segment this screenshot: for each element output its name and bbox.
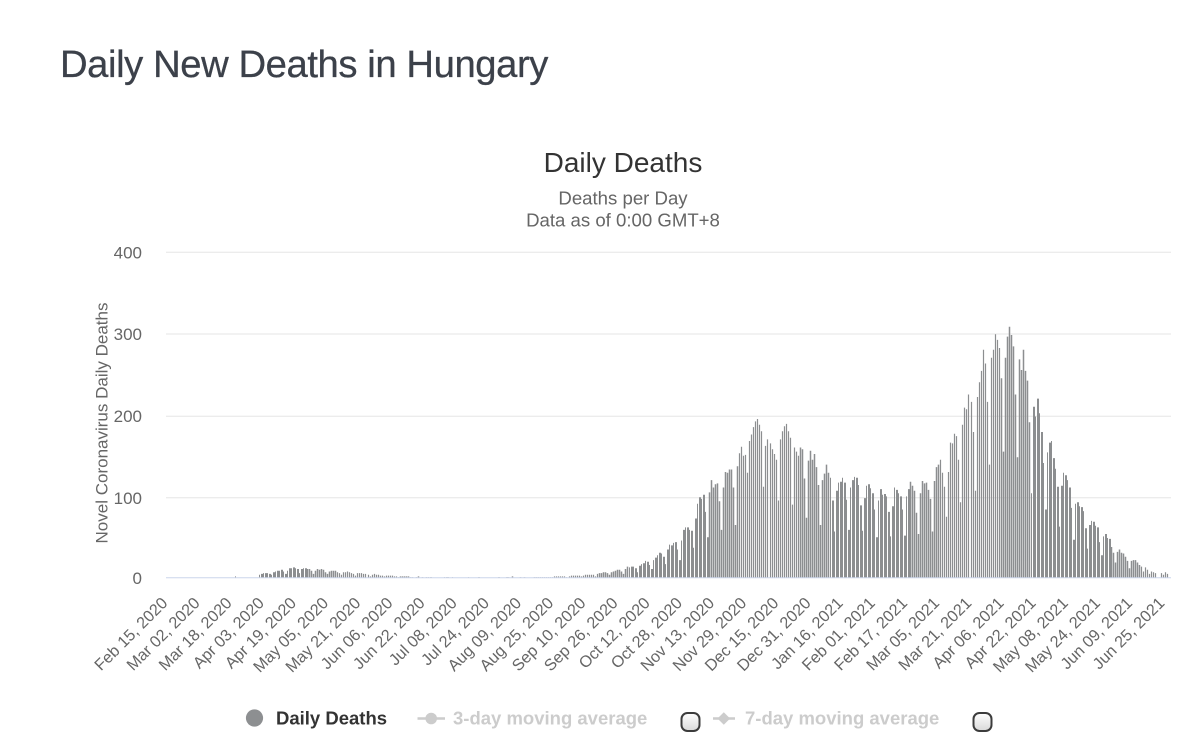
svg-text:300: 300 bbox=[114, 325, 142, 344]
svg-text:Daily Deaths: Daily Deaths bbox=[276, 708, 387, 729]
svg-text:Deaths per Day: Deaths per Day bbox=[558, 188, 688, 209]
svg-text:Daily Deaths: Daily Deaths bbox=[544, 147, 703, 178]
svg-text:200: 200 bbox=[114, 407, 142, 426]
svg-text:400: 400 bbox=[114, 243, 142, 262]
svg-text:7-day moving average: 7-day moving average bbox=[745, 708, 939, 729]
svg-text:0: 0 bbox=[133, 569, 142, 588]
svg-text:Data as of 0:00 GMT+8: Data as of 0:00 GMT+8 bbox=[526, 210, 720, 231]
svg-text:3-day moving average: 3-day moving average bbox=[453, 708, 647, 729]
svg-text:100: 100 bbox=[114, 489, 142, 508]
svg-text:Novel Coronavirus Daily Deaths: Novel Coronavirus Daily Deaths bbox=[93, 303, 112, 544]
